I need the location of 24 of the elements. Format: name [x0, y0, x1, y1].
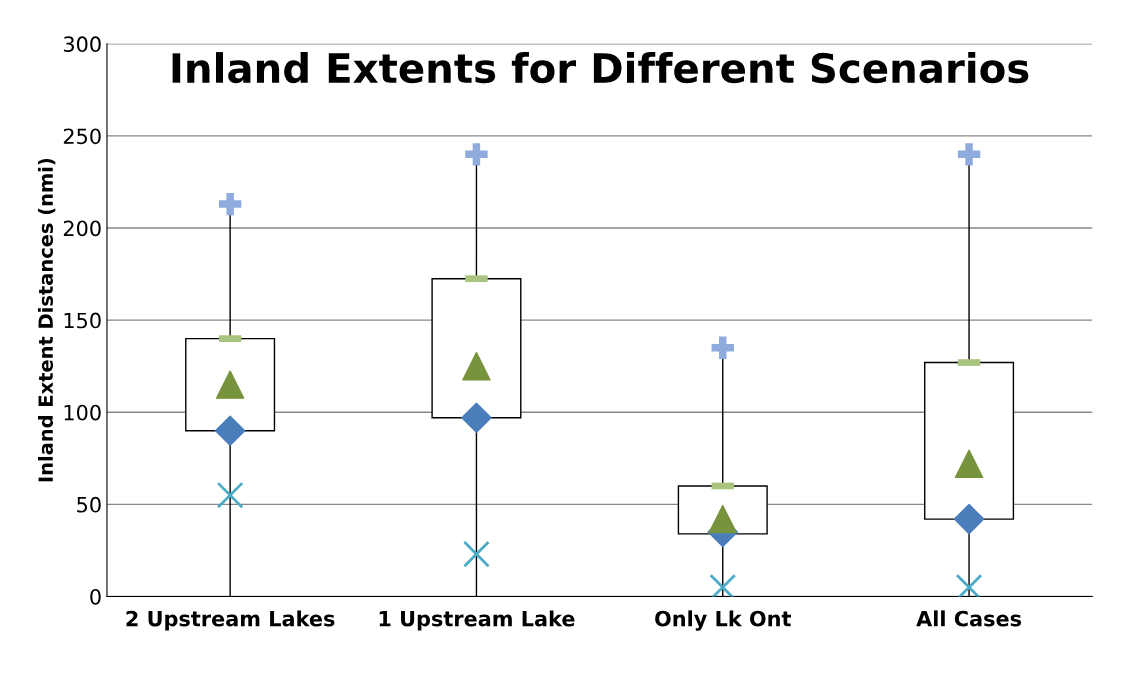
- y-tick-label: 250: [63, 128, 101, 145]
- y-tick-label: 0: [90, 588, 101, 605]
- point: [218, 192, 242, 216]
- chart-title: Inland Extents for Different Scenarios: [172, 52, 1029, 84]
- point: [954, 449, 984, 479]
- point: [214, 415, 246, 446]
- point: [953, 503, 985, 535]
- x-tick-label: 2 Upstream Lakes: [126, 610, 335, 631]
- x-tick-label: 1 Upstream Lake: [379, 610, 575, 631]
- x-tick-label: All Cases: [916, 610, 1022, 627]
- y-tick-label: 100: [64, 404, 101, 421]
- x-tick-label: Only Lk Ont: [655, 610, 791, 631]
- point: [461, 402, 492, 434]
- point: [465, 143, 488, 166]
- point: [711, 336, 734, 359]
- point: [216, 481, 244, 509]
- y-axis-title: Inland Extent Distances (nmi): [37, 158, 56, 482]
- y-tick-label: 300: [63, 36, 101, 53]
- point: [957, 143, 981, 166]
- point: [462, 351, 491, 381]
- y-tick-label: 200: [63, 220, 101, 237]
- y-tick-label: 150: [64, 312, 101, 329]
- point: [463, 540, 490, 568]
- y-tick-label: 50: [77, 496, 101, 513]
